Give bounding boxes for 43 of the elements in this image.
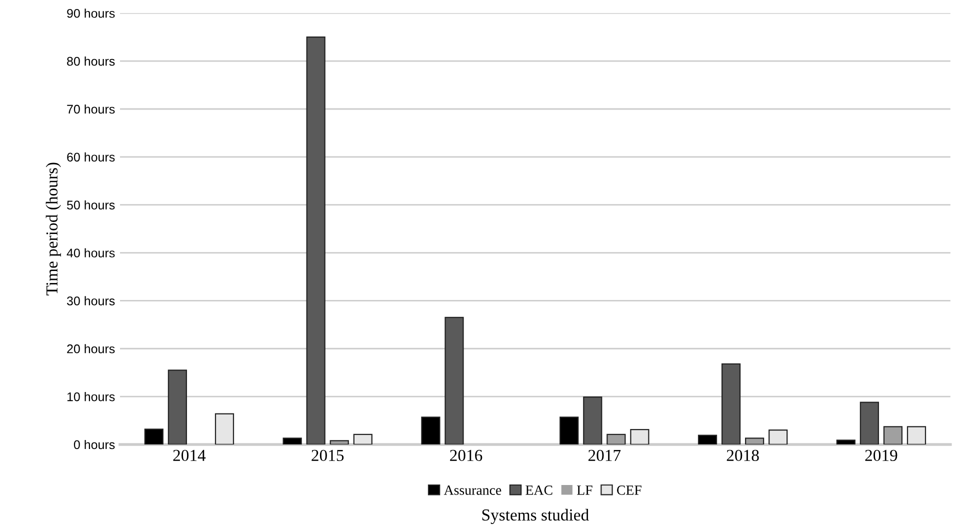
bar	[768, 430, 788, 444]
bar	[560, 416, 579, 444]
y-tick-label: 60 hours	[67, 152, 115, 162]
y-tick-label: 10 hours	[67, 392, 115, 402]
bar	[282, 438, 302, 444]
y-tick-label: 90 hours	[67, 8, 115, 18]
x-tick-label: 2015	[312, 450, 344, 462]
x-tick-label: 2016	[450, 450, 482, 462]
bar	[721, 363, 741, 444]
y-tick-label: 80 hours	[67, 56, 115, 66]
bar	[306, 36, 326, 444]
y-tick-label: 70 hours	[67, 104, 115, 114]
legend-label: CEF	[617, 486, 642, 495]
legend-label: EAC	[526, 486, 552, 495]
bar	[630, 429, 650, 444]
y-tick-label: 20 hours	[67, 344, 115, 354]
x-axis-title: Systems studied	[482, 508, 589, 524]
bar	[144, 428, 164, 444]
x-tick-label: 2018	[726, 450, 759, 462]
x-tick-label: 2014	[173, 450, 206, 462]
legend-label: LF	[577, 486, 592, 495]
bar	[883, 426, 903, 444]
bar	[214, 413, 234, 444]
y-tick-label: 50 hours	[67, 200, 115, 210]
bar	[698, 434, 718, 444]
bar	[330, 440, 349, 444]
y-tick-label: 30 hours	[66, 296, 115, 306]
x-tick-label: 2017	[588, 450, 621, 462]
bar	[860, 402, 879, 444]
bar	[583, 396, 602, 444]
bar	[836, 440, 856, 444]
bar	[353, 434, 372, 444]
bar	[745, 438, 764, 444]
x-tick-label: 2019	[865, 450, 898, 462]
bar	[168, 370, 187, 444]
y-tick-label: 40 hours	[66, 248, 115, 258]
legend-label: Assurance	[444, 486, 502, 495]
bar	[444, 316, 464, 444]
bar	[906, 426, 926, 444]
y-tick-label: 0 hours	[74, 440, 115, 450]
y-axis-title: Time period (hours)	[46, 162, 61, 296]
bar	[421, 416, 440, 444]
bar	[606, 434, 626, 444]
